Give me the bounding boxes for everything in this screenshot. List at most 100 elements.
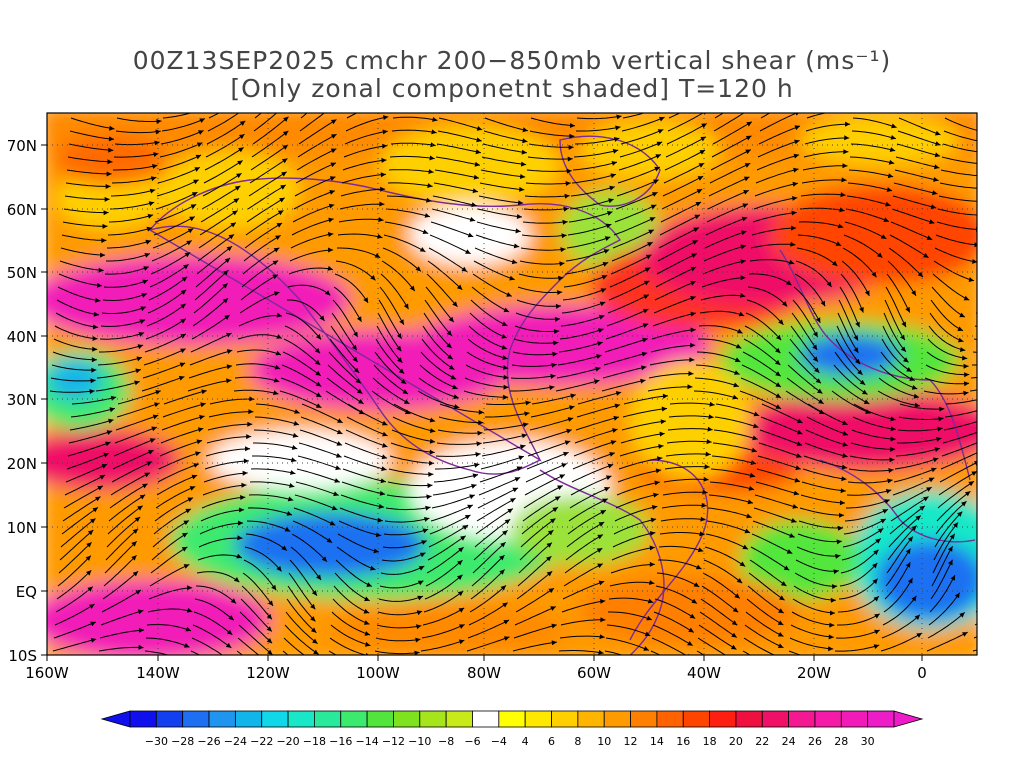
lon-label: 100W <box>356 664 400 682</box>
streamline <box>377 312 402 352</box>
streamline <box>146 624 192 632</box>
colorbar-label: −22 <box>250 735 273 748</box>
streamline-arrow <box>108 147 114 153</box>
streamline <box>837 312 859 354</box>
streamline-arrow <box>315 370 321 376</box>
streamline-arrow <box>187 228 194 234</box>
streamline-arrow <box>595 366 601 372</box>
streamline <box>622 113 646 119</box>
streamline-arrow <box>817 388 823 394</box>
streamline-arrow <box>835 553 841 559</box>
streamline <box>431 208 476 222</box>
streamline-arrow <box>642 308 649 314</box>
streamline-arrow <box>1010 357 1016 362</box>
streamline-arrow <box>690 327 696 333</box>
streamline <box>438 117 483 131</box>
streamline-arrow <box>293 420 299 426</box>
colorbar <box>100 710 924 728</box>
streamline-arrow <box>504 519 511 525</box>
streamline <box>530 117 576 127</box>
streamline <box>59 260 104 271</box>
streamline-arrow <box>226 332 232 338</box>
streamline-arrow <box>180 348 186 354</box>
streamline-arrow <box>596 354 602 359</box>
streamline <box>247 184 287 210</box>
streamline <box>244 222 283 249</box>
streamline <box>431 494 475 509</box>
streamline <box>752 212 797 223</box>
streamline <box>665 136 707 158</box>
streamline-arrow <box>180 318 186 324</box>
streamline-arrow <box>247 421 253 427</box>
streamline-arrow <box>743 176 750 182</box>
streamline-arrow <box>658 444 664 449</box>
lat-label: 20N <box>7 455 37 473</box>
streamline-arrow <box>465 249 471 254</box>
streamline <box>835 338 863 376</box>
streamline <box>889 505 926 535</box>
streamline-arrow <box>183 658 189 663</box>
streamline-arrow <box>814 367 820 373</box>
streamline <box>245 210 284 236</box>
streamline <box>285 312 322 340</box>
streamline-arrow <box>1004 513 1009 518</box>
streamline-arrow <box>139 494 146 500</box>
streamline <box>95 381 140 392</box>
streamline-arrow <box>462 525 469 530</box>
streamline-arrow <box>236 553 242 559</box>
streamline <box>299 429 343 446</box>
streamline-arrow <box>656 141 663 147</box>
streamline-arrow <box>826 281 832 287</box>
streamline-arrow <box>926 235 933 240</box>
streamline-arrow <box>452 384 458 390</box>
lon-tick-20w: 20W <box>797 655 831 682</box>
streamline <box>295 162 337 184</box>
streamline <box>802 165 848 171</box>
streamline-arrow <box>97 485 103 491</box>
streamline <box>208 411 254 418</box>
streamline <box>524 195 570 198</box>
streamline <box>519 529 554 561</box>
streamline <box>66 452 110 470</box>
streamline-arrow <box>239 120 246 126</box>
streamline <box>982 502 1013 534</box>
streamline-arrow <box>650 517 657 523</box>
streamline-arrow <box>448 316 454 323</box>
streamline-arrow <box>608 198 614 204</box>
streamline-arrow <box>796 429 803 435</box>
streamline-arrow <box>450 374 457 380</box>
streamline <box>384 221 429 234</box>
streamline <box>558 341 603 353</box>
streamline-arrow <box>327 232 334 237</box>
streamline-arrow <box>559 261 565 267</box>
streamline <box>662 491 708 496</box>
colorbar-swatch <box>630 710 658 728</box>
streamline-arrow <box>266 626 272 632</box>
streamline <box>802 468 847 480</box>
colorbar-swatch <box>577 710 605 728</box>
streamline-arrow <box>416 624 422 630</box>
streamline <box>337 533 380 553</box>
streamline <box>299 113 326 132</box>
streamline-arrow <box>286 511 292 516</box>
streamline <box>707 189 749 210</box>
streamline-arrow <box>503 384 509 390</box>
streamline <box>942 431 977 444</box>
streamline-arrow <box>615 125 621 131</box>
streamline-arrow <box>775 404 782 409</box>
streamline-arrow <box>471 202 477 208</box>
streamline-arrow <box>377 234 383 239</box>
streamline <box>200 509 245 522</box>
colorbar-swatch <box>551 710 579 728</box>
colorbar-label: −16 <box>329 735 352 748</box>
colorbar-swatch <box>340 710 368 728</box>
streamline <box>703 245 747 262</box>
streamline-arrow <box>145 239 151 245</box>
streamline-arrow <box>815 378 821 384</box>
streamline-arrow <box>1019 460 1024 465</box>
streamline-arrow <box>841 177 847 183</box>
streamline-arrow <box>458 607 465 613</box>
streamline-arrow <box>333 491 339 497</box>
streamline <box>574 137 620 145</box>
streamline <box>337 247 381 259</box>
